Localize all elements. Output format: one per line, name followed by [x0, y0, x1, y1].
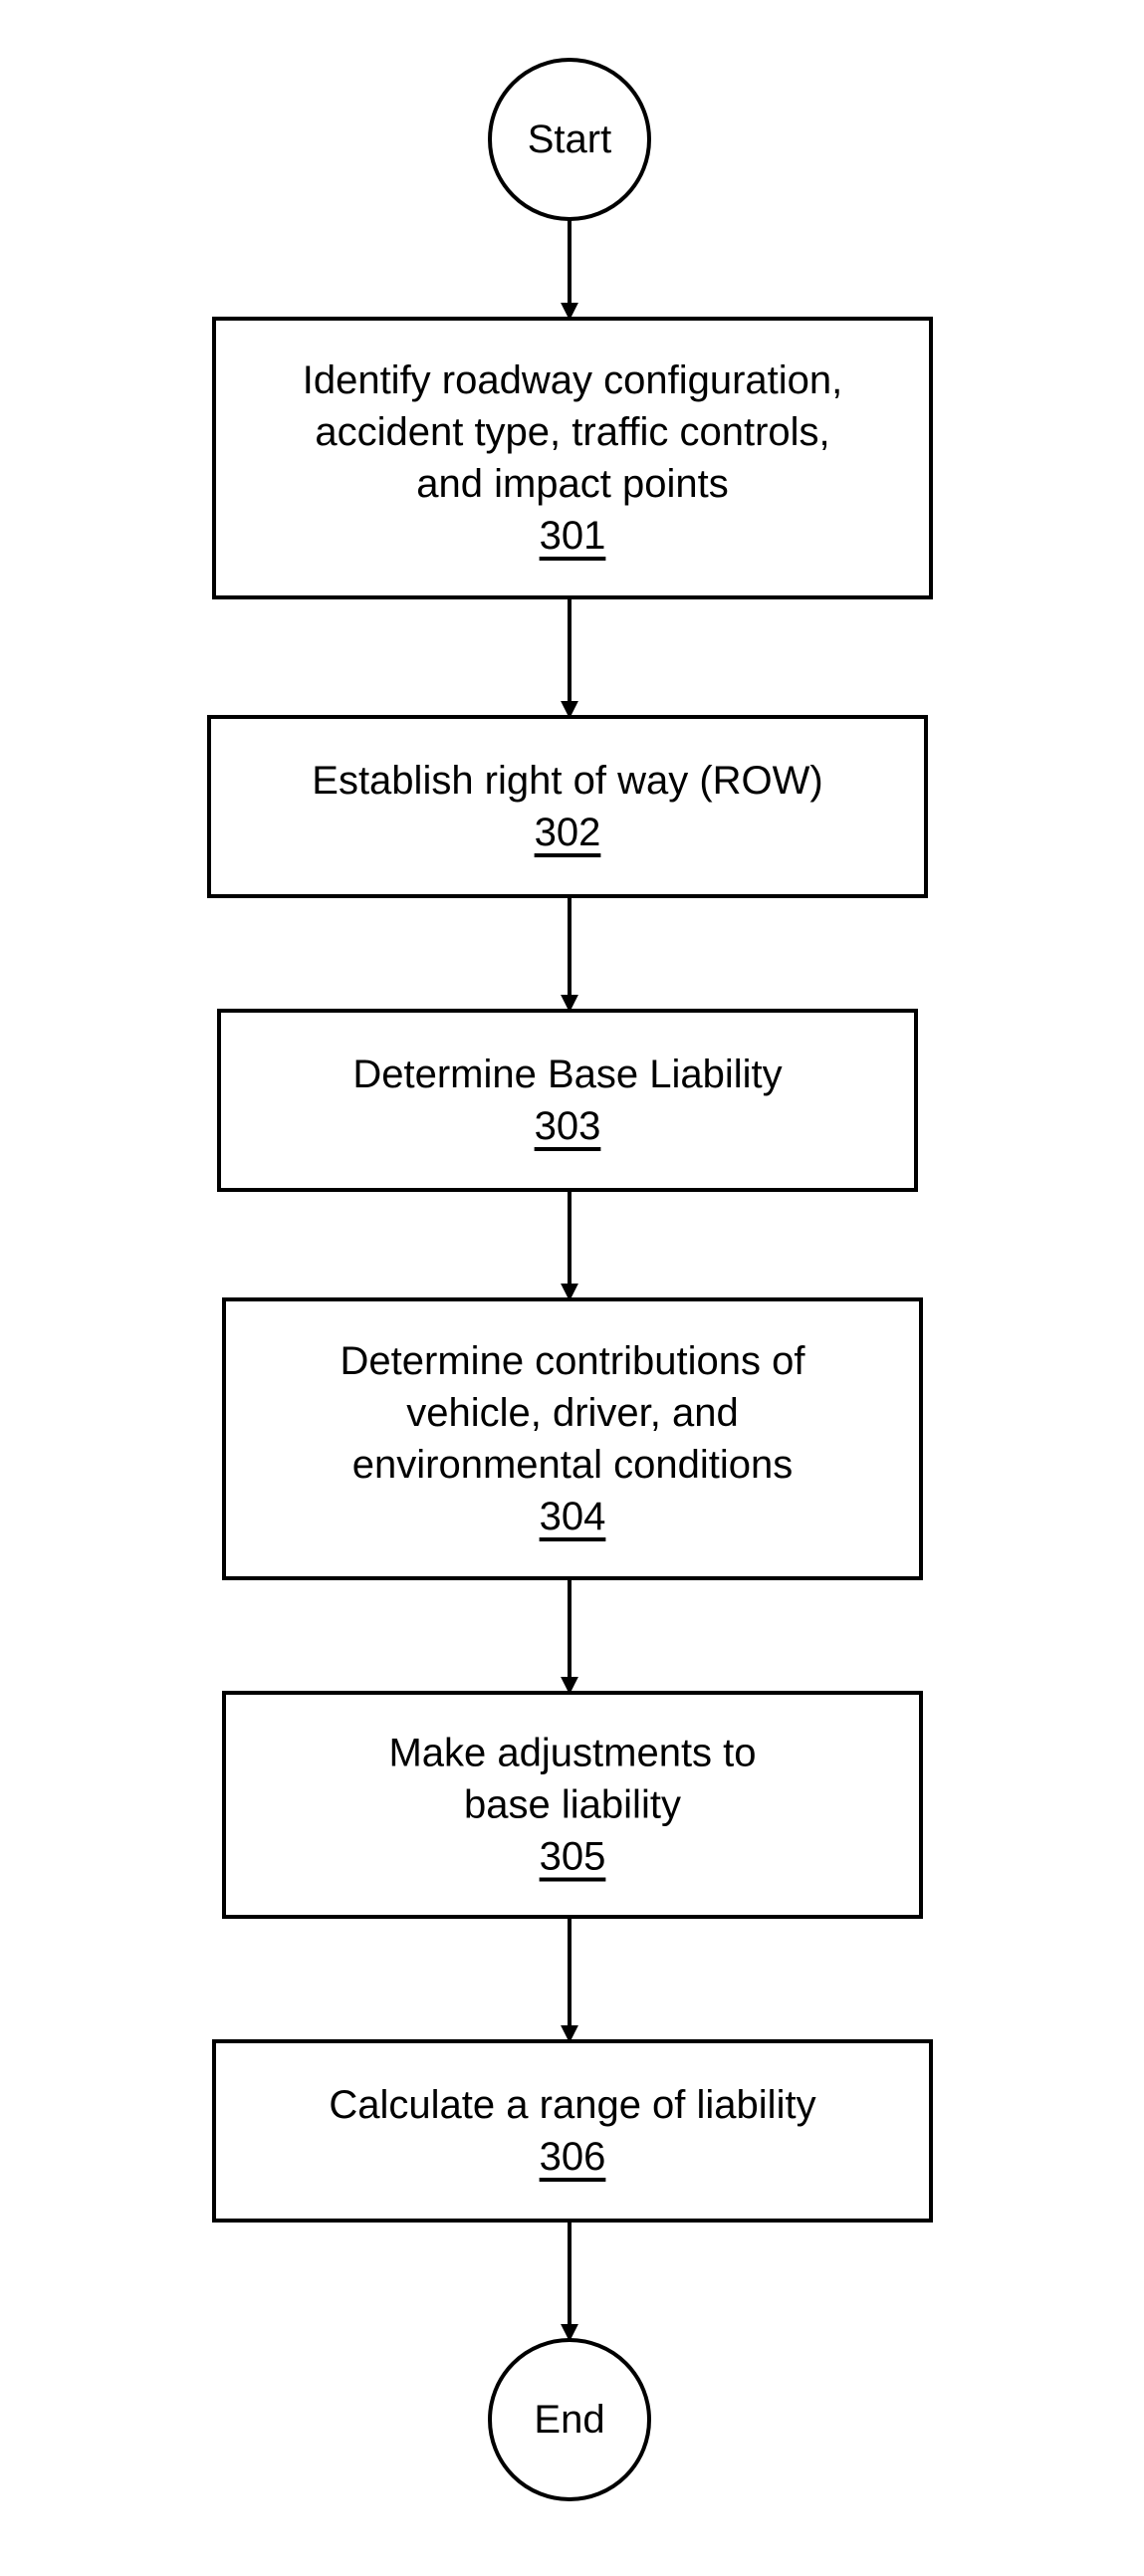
step-text-line: Calculate a range of liability — [329, 2083, 815, 2127]
step-box — [219, 1011, 916, 1190]
step-node-301: Identify roadway configuration, accident … — [214, 319, 931, 597]
step-node-303: Determine Base Liability 303 — [219, 1011, 916, 1190]
step-text-line: and impact points — [416, 462, 729, 506]
step-text-line: base liability — [464, 1783, 681, 1827]
step-id: 302 — [535, 811, 601, 854]
step-node-305: Make adjustments to base liability 305 — [224, 1693, 921, 1917]
step-text-line: Establish right of way (ROW) — [312, 759, 822, 803]
step-text-line: environmental conditions — [352, 1443, 793, 1487]
step-text-line: Determine Base Liability — [352, 1053, 782, 1096]
step-id: 305 — [540, 1835, 606, 1879]
step-node-306: Calculate a range of liability 306 — [214, 2041, 931, 2221]
step-text-line: Identify roadway configuration, — [303, 358, 843, 402]
step-text-line: Make adjustments to — [388, 1732, 756, 1775]
step-id: 301 — [540, 514, 606, 558]
step-text-line: accident type, traffic controls, — [315, 410, 829, 454]
step-id: 303 — [535, 1104, 601, 1148]
step-box — [209, 717, 926, 896]
step-id: 304 — [540, 1495, 606, 1538]
step-id: 306 — [540, 2135, 606, 2179]
step-text-line: vehicle, driver, and — [406, 1391, 739, 1435]
step-text-line: Determine contributions of — [341, 1339, 806, 1383]
step-node-304: Determine contributions of vehicle, drive… — [224, 1299, 921, 1578]
step-node-302: Establish right of way (ROW) 302 — [209, 717, 926, 896]
flowchart-container: Start End Identify roadway configuration, a… — [0, 0, 1144, 2571]
start-label: Start — [528, 117, 611, 161]
flowchart-svg: Start End Identify roadway configuration, a… — [0, 0, 1144, 2571]
step-box — [214, 2041, 931, 2221]
end-label: End — [534, 2398, 604, 2442]
